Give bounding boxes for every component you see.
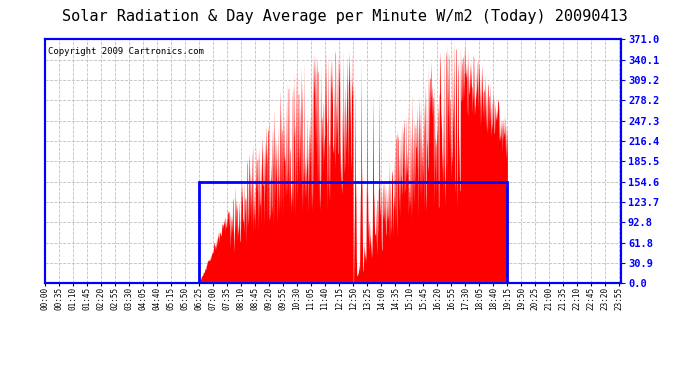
Text: Solar Radiation & Day Average per Minute W/m2 (Today) 20090413: Solar Radiation & Day Average per Minute… xyxy=(62,9,628,24)
Bar xyxy=(199,182,507,283)
Text: Copyright 2009 Cartronics.com: Copyright 2009 Cartronics.com xyxy=(48,47,204,56)
